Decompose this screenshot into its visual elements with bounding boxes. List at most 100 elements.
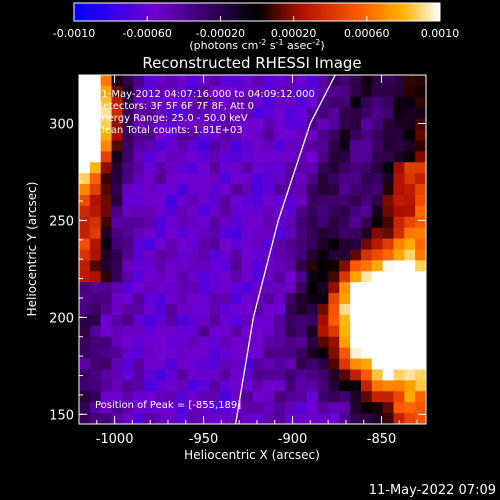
- heatmap-cell: [100, 216, 113, 229]
- heatmap-cell: [350, 216, 362, 229]
- heatmap-cell: [274, 347, 286, 360]
- heatmap-cell: [176, 325, 189, 338]
- heatmap-cell: [360, 173, 373, 185]
- heatmap-cell: [230, 238, 243, 251]
- heatmap-cell: [111, 140, 123, 152]
- heatmap-cell: [209, 194, 221, 207]
- heatmap-cell: [165, 118, 178, 131]
- heatmap-cell: [274, 118, 286, 131]
- heatmap-cell: [79, 249, 91, 262]
- heatmap-cell: [404, 75, 416, 87]
- heatmap-cell: [79, 173, 91, 185]
- heatmap-cell: [274, 271, 286, 283]
- heatmap-cell: [187, 205, 199, 218]
- heatmap-cell: [339, 369, 351, 381]
- heatmap-cell: [219, 85, 232, 98]
- heatmap-cell: [360, 129, 373, 142]
- heatmap-cell: [122, 260, 134, 272]
- heatmap-cell: [209, 282, 221, 294]
- heatmap-cell: [404, 129, 416, 142]
- heatmap-cell: [230, 391, 243, 403]
- heatmap-cell: [252, 358, 264, 371]
- heatmap-cell: [350, 293, 362, 305]
- heatmap-cell: [209, 129, 221, 142]
- heatmap-cell: [89, 336, 102, 349]
- heatmap-cell: [100, 85, 113, 98]
- heatmap-cell: [339, 75, 351, 87]
- heatmap-cell: [317, 249, 329, 262]
- heatmap-cell: [285, 325, 297, 338]
- heatmap-cell: [154, 293, 167, 305]
- heatmap-cell: [295, 304, 308, 316]
- heatmap-cell: [209, 314, 221, 327]
- heatmap-cell: [339, 129, 351, 142]
- heatmap-cell: [252, 129, 264, 142]
- heatmap-cell: [219, 391, 232, 403]
- heatmap-cell: [230, 205, 243, 218]
- heatmap-cell: [154, 75, 167, 87]
- heatmap-cell: [404, 369, 416, 381]
- heatmap-cell: [198, 238, 210, 251]
- heatmap-cell: [122, 402, 134, 414]
- heatmap-cell: [350, 282, 362, 294]
- heatmap-cell: [328, 347, 340, 360]
- heatmap-cell: [285, 173, 297, 185]
- heatmap-cell: [209, 347, 221, 360]
- heatmap-cell: [404, 162, 416, 174]
- heatmap-cell: [154, 347, 167, 360]
- heatmap-cell: [176, 173, 189, 185]
- heatmap-cell: [415, 314, 426, 327]
- heatmap-cell: [176, 184, 189, 196]
- y-tick-label: 150: [49, 408, 74, 423]
- heatmap-cell: [404, 314, 416, 327]
- heatmap-cell: [371, 260, 384, 272]
- heatmap-cell: [111, 162, 123, 174]
- heatmap-cell: [263, 75, 275, 87]
- heatmap-cell: [371, 85, 384, 98]
- heatmap-cell: [393, 249, 405, 262]
- heatmap-cell: [328, 227, 340, 240]
- heatmap-cell: [187, 347, 199, 360]
- heatmap-cell: [295, 140, 308, 152]
- heatmap-cell: [187, 293, 199, 305]
- heatmap-cell: [263, 358, 275, 371]
- heatmap-cell: [252, 402, 264, 414]
- heatmap-cell: [285, 107, 297, 120]
- heatmap-cell: [187, 151, 199, 163]
- heatmap-cell: [133, 391, 145, 403]
- heatmap-cell: [317, 205, 329, 218]
- heatmap-cell: [295, 391, 308, 403]
- heatmap-cell: [219, 293, 232, 305]
- heatmap-cell: [165, 184, 178, 196]
- heatmap-cell: [317, 140, 329, 152]
- heatmap-cell: [79, 391, 91, 403]
- heatmap-cell: [176, 96, 189, 109]
- heatmap-cell: [306, 304, 319, 316]
- heatmap-cell: [187, 216, 199, 229]
- heatmap-cell: [154, 238, 167, 251]
- heatmap-cell: [144, 227, 156, 240]
- heatmap-cell: [371, 293, 384, 305]
- heatmap-cell: [241, 282, 254, 294]
- heatmap-cell: [317, 260, 329, 272]
- heatmap-cell: [274, 129, 286, 142]
- heatmap-cell: [209, 118, 221, 131]
- heatmap-cell: [404, 304, 416, 316]
- heatmap-cell: [339, 227, 351, 240]
- heatmap-cell: [415, 238, 426, 251]
- heatmap-cell: [89, 205, 102, 218]
- heatmap-cell: [198, 293, 210, 305]
- heatmap-cell: [415, 216, 426, 229]
- heatmap-cell: [133, 184, 145, 196]
- heatmap-cell: [154, 118, 167, 131]
- heatmap-cell: [198, 391, 210, 403]
- heatmap-cell: [100, 380, 113, 392]
- heatmap-cell: [274, 173, 286, 185]
- heatmap-cell: [209, 162, 221, 174]
- heatmap-cell: [252, 194, 264, 207]
- x-tick-label: -850: [367, 432, 397, 447]
- heatmap-cell: [404, 140, 416, 152]
- heatmap-cell: [360, 238, 373, 251]
- heatmap-cell: [393, 314, 405, 327]
- heatmap-cell: [274, 194, 286, 207]
